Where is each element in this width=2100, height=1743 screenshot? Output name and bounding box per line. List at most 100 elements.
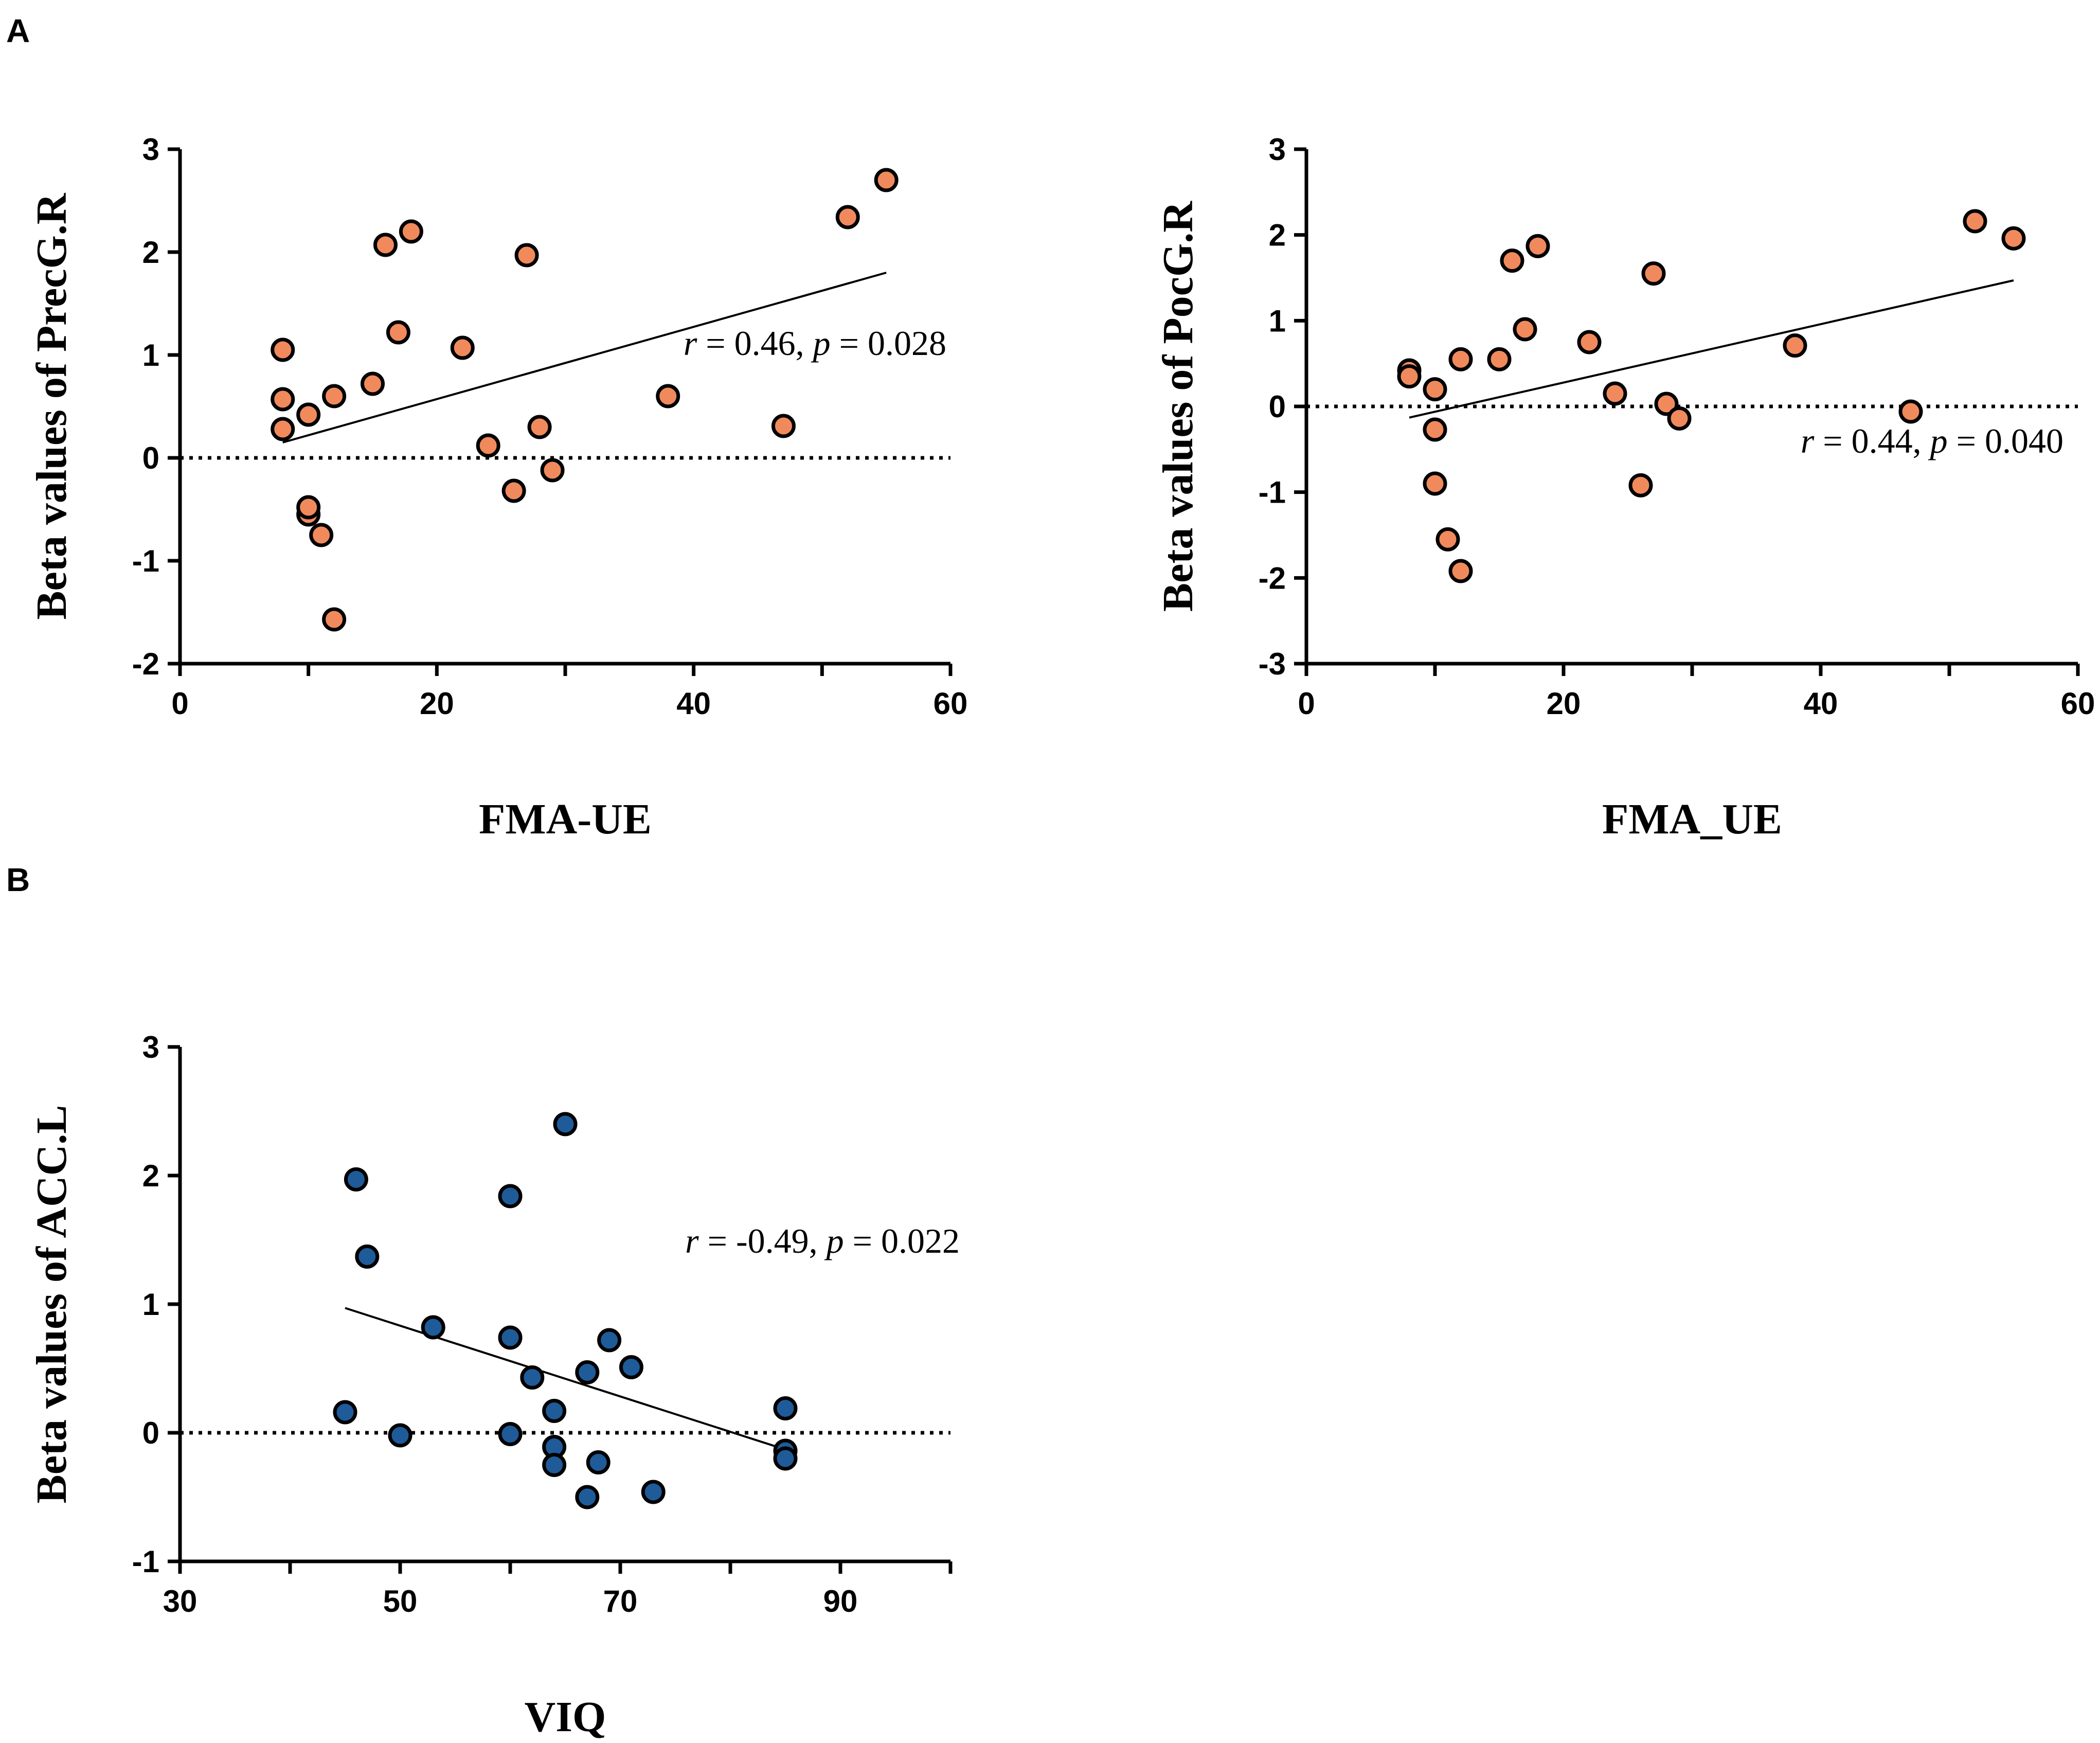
y-tick-label: -1 <box>132 1544 159 1579</box>
data-point <box>656 384 680 408</box>
panel-label-b: B <box>6 861 30 898</box>
data-point <box>373 233 398 257</box>
data-point <box>498 1325 523 1350</box>
regression-line <box>282 272 887 443</box>
correlation-annotation: r = 0.44, p = 0.040 <box>1801 421 2063 460</box>
x-tick-label: 60 <box>934 686 968 721</box>
data-point <box>421 1315 445 1340</box>
y-tick-label: -2 <box>1259 561 1286 595</box>
data-point <box>361 371 385 396</box>
data-point <box>1898 399 1923 424</box>
data-point <box>520 1365 545 1390</box>
scatter-plot-precg: -2 -1 0 1 2 3 0 20 40 60 FMA-UE Beta values of Prec… <box>28 132 967 843</box>
data-point <box>773 1446 798 1471</box>
data-point <box>296 495 321 520</box>
regression-line <box>1409 279 2014 419</box>
annotation-symbol: r <box>1801 421 1815 460</box>
y-tick-label: 1 <box>142 338 159 372</box>
data-point <box>1963 209 1987 234</box>
y-tick-label: 2 <box>142 1159 159 1193</box>
regression-line <box>345 1307 786 1451</box>
data-point <box>641 1480 666 1504</box>
data-point <box>1783 333 1807 358</box>
data-point <box>1423 377 1447 402</box>
data-point <box>296 402 321 427</box>
data-point <box>322 384 347 408</box>
y-tick-label: 0 <box>142 441 159 475</box>
correlation-annotation: r = 0.46, p = 0.028 <box>684 324 946 363</box>
data-point <box>399 219 423 244</box>
annotation-symbol: p <box>1928 421 1948 460</box>
scatter-plot-pocg: -3 -2 -1 0 1 2 3 0 20 40 60 FMA_UE Beta values of Po… <box>1154 132 2095 843</box>
data-point <box>1525 234 1550 258</box>
data-point <box>498 1422 523 1446</box>
data-point <box>388 1423 412 1448</box>
data-point <box>874 168 899 192</box>
data-point <box>386 320 410 345</box>
annotation-symbol: r <box>684 324 697 363</box>
data-point <box>1448 559 1473 583</box>
data-point <box>271 387 295 412</box>
x-tick-label: 30 <box>163 1584 198 1618</box>
x-axis-title: FMA-UE <box>479 795 652 843</box>
data-point <box>450 335 475 360</box>
data-point <box>1448 347 1473 371</box>
scatter-plot-acc: -1 0 1 2 3 30 50 70 90 VIQ Beta values of ACC.L r =… <box>28 1030 960 1741</box>
x-tick-label: 20 <box>1547 686 1581 721</box>
data-point <box>542 1453 567 1477</box>
y-axis-title: Beta values of PrecG.R <box>28 192 76 619</box>
x-tick-label: 90 <box>823 1584 858 1618</box>
data-point <box>271 337 295 362</box>
x-tick-label: 50 <box>383 1584 418 1618</box>
annotation-value: = 0.028 <box>831 324 946 363</box>
data-point <box>514 243 539 268</box>
y-axis-title: Beta values of PocG.R <box>1154 201 1202 612</box>
y-tick-label: 2 <box>142 235 159 270</box>
annotation-value: = 0.040 <box>1948 421 2063 460</box>
data-point <box>1654 392 1679 416</box>
x-tick-label: 70 <box>603 1584 638 1618</box>
x-tick-label: 40 <box>1804 686 1838 721</box>
annotation-symbol: p <box>824 1221 844 1260</box>
y-tick-label: -1 <box>1259 475 1286 510</box>
y-tick-label: 3 <box>1269 132 1286 167</box>
y-tick-label: -1 <box>132 544 159 578</box>
y-tick-label: -2 <box>132 647 159 681</box>
data-point <box>1435 527 1460 552</box>
y-tick-label: 0 <box>142 1416 159 1450</box>
data-point <box>597 1328 622 1353</box>
data-point <box>1397 364 1422 389</box>
annotation-value: = 0.022 <box>844 1221 960 1260</box>
annotation-value: = -0.49, <box>699 1221 827 1260</box>
x-tick-label: 0 <box>1298 686 1315 721</box>
data-point <box>1577 330 1602 354</box>
data-point <box>1487 347 1512 371</box>
y-tick-label: 0 <box>1269 389 1286 424</box>
data-point <box>1513 317 1537 342</box>
annotation-symbol: p <box>811 324 831 363</box>
panel-label-a: A <box>6 12 30 49</box>
data-point <box>355 1244 380 1269</box>
data-point <box>771 414 796 438</box>
data-point <box>344 1167 368 1191</box>
data-point <box>542 1399 567 1423</box>
x-tick-label: 40 <box>676 686 711 721</box>
y-tick-label: 2 <box>1269 218 1286 253</box>
data-point <box>540 458 565 483</box>
data-point <box>2001 226 2026 251</box>
data-point <box>476 433 500 458</box>
data-point <box>271 417 295 441</box>
data-point <box>1667 406 1692 431</box>
y-tick-label: -3 <box>1259 647 1286 681</box>
x-axis-title: FMA_UE <box>1602 795 1782 843</box>
data-point <box>309 523 334 547</box>
x-tick-label: 60 <box>2061 686 2095 721</box>
x-axis-title: VIQ <box>525 1693 606 1741</box>
data-point <box>835 205 860 229</box>
data-point <box>322 607 347 632</box>
y-tick-label: 1 <box>142 1287 159 1322</box>
data-point <box>619 1355 643 1379</box>
annotation-value: = 0.46, <box>697 324 813 363</box>
data-point <box>501 478 526 503</box>
